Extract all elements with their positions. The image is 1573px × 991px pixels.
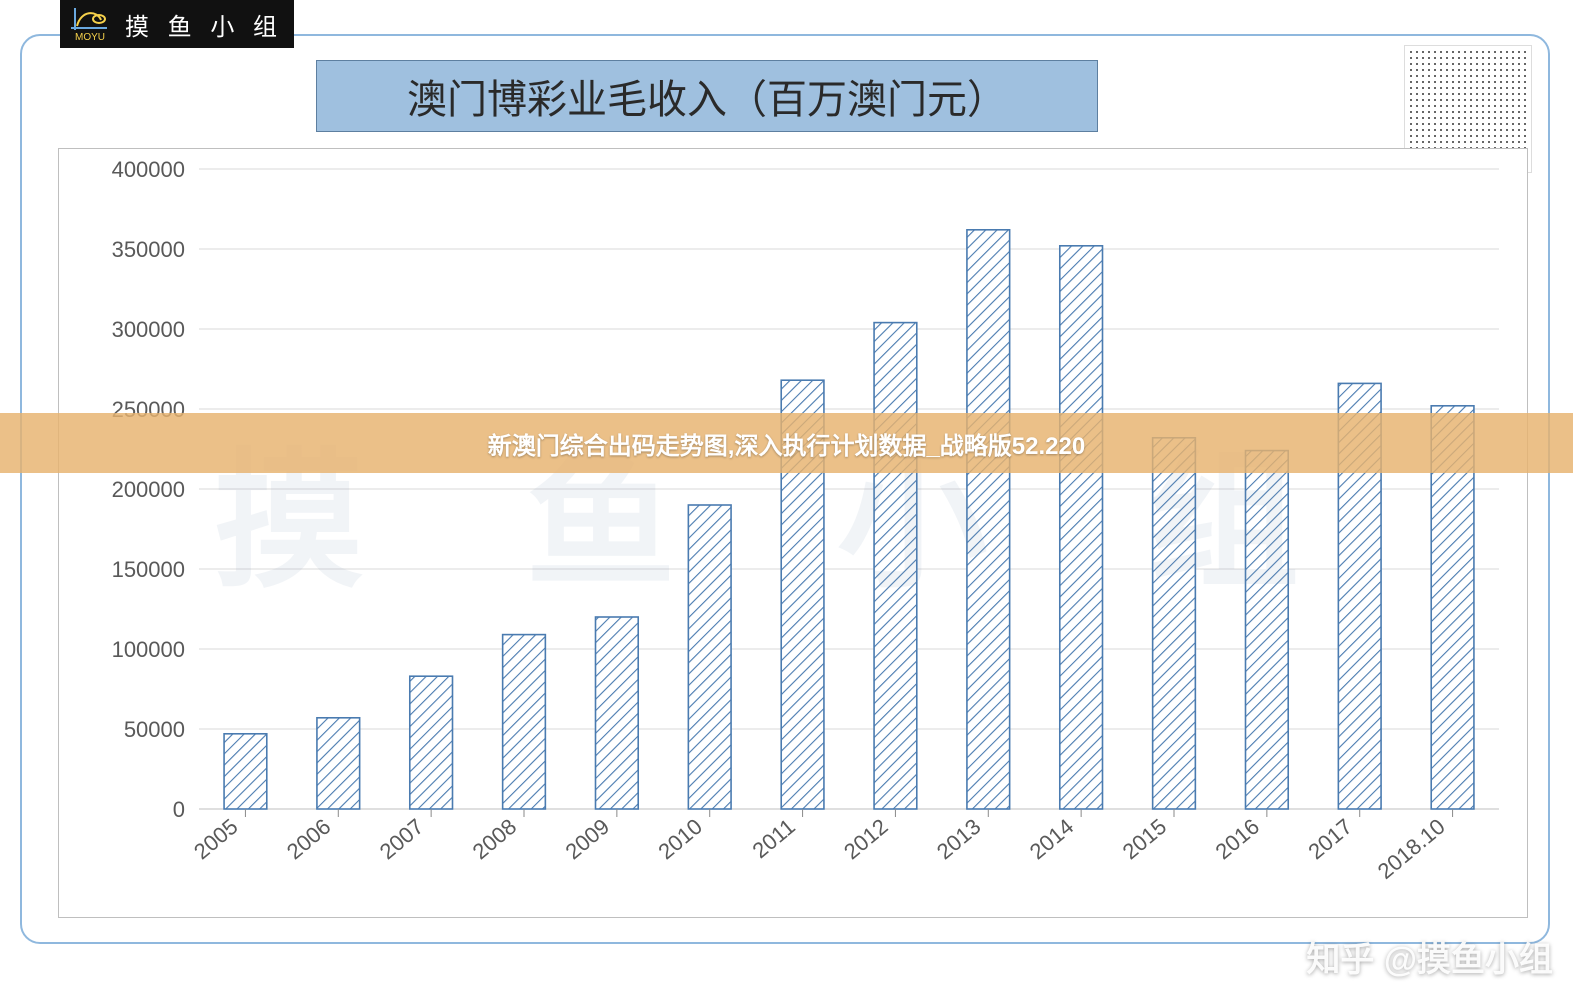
y-tick-label: 0 bbox=[173, 797, 185, 822]
bar bbox=[1246, 451, 1289, 809]
bar bbox=[1060, 246, 1103, 809]
x-tick-label: 2015 bbox=[1118, 814, 1172, 865]
brand-logo-subtext: MOYU bbox=[75, 32, 105, 43]
bar bbox=[1153, 438, 1196, 809]
bar bbox=[224, 734, 267, 809]
x-tick-label: 2009 bbox=[561, 814, 615, 865]
x-tick-label: 2005 bbox=[189, 814, 243, 865]
bar bbox=[410, 676, 453, 809]
x-tick-label: 2016 bbox=[1211, 814, 1265, 865]
y-tick-label: 150000 bbox=[112, 557, 185, 582]
bar bbox=[503, 635, 546, 809]
overlay-banner-text: 新澳门综合出码走势图,深入执行计划数据_战略版52.220 bbox=[488, 426, 1085, 461]
brand-badge: MOYU 摸 鱼 小 组 bbox=[60, 0, 294, 48]
y-tick-label: 50000 bbox=[124, 717, 185, 742]
bar bbox=[967, 230, 1010, 809]
x-tick-label: 2007 bbox=[375, 814, 429, 865]
x-tick-label: 2013 bbox=[932, 814, 986, 865]
y-tick-label: 350000 bbox=[112, 237, 185, 262]
bar-chart: 0500001000001500002000002500003000003500… bbox=[59, 149, 1529, 919]
brand-logo-icon: MOYU bbox=[60, 0, 120, 48]
y-tick-label: 100000 bbox=[112, 637, 185, 662]
x-tick-label: 2010 bbox=[653, 814, 707, 865]
x-tick-label: 2014 bbox=[1025, 814, 1079, 865]
bar bbox=[874, 323, 917, 809]
y-tick-label: 200000 bbox=[112, 477, 185, 502]
bar bbox=[596, 617, 639, 809]
x-tick-label: 2012 bbox=[839, 814, 893, 865]
x-tick-label: 2017 bbox=[1303, 814, 1357, 865]
y-tick-label: 400000 bbox=[112, 157, 185, 182]
y-tick-label: 300000 bbox=[112, 317, 185, 342]
chart-title: 澳门博彩业毛收入（百万澳门元） bbox=[316, 60, 1098, 132]
chart-container: 0500001000001500002000002500003000003500… bbox=[58, 148, 1528, 918]
x-tick-label: 2008 bbox=[468, 814, 522, 865]
x-tick-label: 2006 bbox=[282, 814, 336, 865]
bar bbox=[317, 718, 360, 809]
corner-watermark-text: 知乎 @摸鱼小组 bbox=[1306, 932, 1553, 981]
chart-title-text: 澳门博彩业毛收入（百万澳门元） bbox=[407, 67, 1007, 125]
x-tick-label: 2018.10 bbox=[1373, 814, 1450, 884]
corner-watermark: 知乎 @摸鱼小组 bbox=[1306, 932, 1553, 981]
overlay-banner: 新澳门综合出码走势图,深入执行计划数据_战略版52.220 bbox=[0, 413, 1573, 473]
x-tick-label: 2011 bbox=[747, 814, 799, 864]
brand-badge-text: 摸 鱼 小 组 bbox=[120, 7, 294, 42]
bar bbox=[688, 505, 731, 809]
